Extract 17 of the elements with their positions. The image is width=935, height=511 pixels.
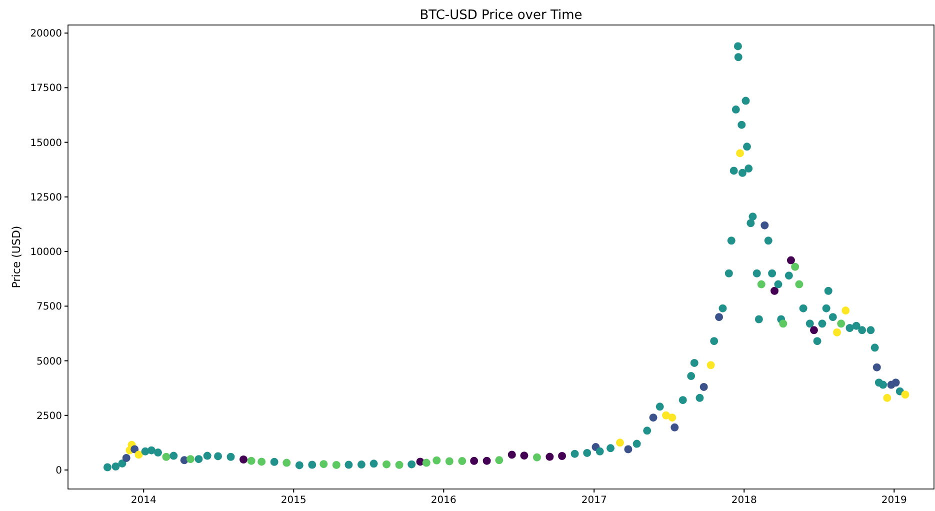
y-tick-label: 17500: [30, 83, 62, 94]
x-tick-label: 2019: [881, 495, 907, 506]
y-tick-label: 7500: [36, 302, 62, 313]
y-tick-label: 12500: [30, 192, 62, 204]
y-tick-label: 15000: [30, 138, 62, 149]
y-tick-label: 20000: [30, 28, 62, 40]
chart-title: BTC-USD Price over Time: [420, 8, 582, 23]
x-tick-label: 2014: [130, 495, 156, 506]
x-tick-label: 2015: [280, 495, 306, 506]
x-tick-label: 2016: [430, 495, 456, 506]
y-tick-label: 10000: [30, 247, 62, 258]
x-tick-label: 2017: [581, 495, 607, 506]
x-tick-label: 2018: [731, 495, 757, 506]
y-axis-title: Price (USD): [10, 226, 23, 288]
y-tick-label: 5000: [36, 356, 62, 368]
y-tick-label: 2500: [36, 410, 62, 422]
y-tick-label: 0: [56, 465, 62, 476]
